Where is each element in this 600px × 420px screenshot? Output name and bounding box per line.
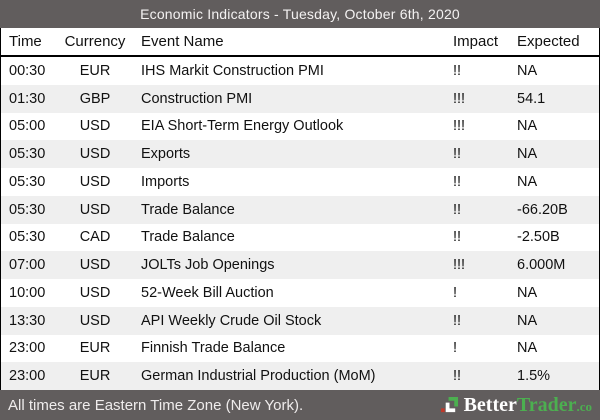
table-row: 00:30 EUR IHS Markit Construction PMI !!… [1,57,599,85]
row-impact: !!! [453,257,466,274]
row-currency: EUR [79,368,111,385]
table-header-row: Time Currency Event Name Impact Expected [1,28,599,57]
column-header-impact: Impact [453,33,499,50]
row-currency: CAD [79,229,111,246]
table-row: 01:30 GBP Construction PMI !!! 54.1 [1,84,599,113]
row-event: German Industrial Production (MoM) [141,368,376,385]
logo-text-trader: Trader [516,394,577,416]
row-event: Imports [141,173,190,190]
row-currency: USD [79,257,111,274]
row-event: Trade Balance [141,229,235,246]
row-time: 23:00 [9,368,46,385]
row-expected: NA [517,62,538,79]
row-currency: USD [79,118,111,135]
row-time: 05:30 [9,146,46,163]
bettertrader-logo[interactable]: Better Trader .co [440,395,592,415]
row-time: 07:00 [9,257,46,274]
table-row: 05:30 USD Trade Balance !! -66.20B [1,195,599,224]
row-currency: USD [79,146,111,163]
row-currency: USD [79,201,111,218]
row-expected: NA [517,173,538,190]
footer-bar: All times are Eastern Time Zone (New Yor… [0,390,600,420]
row-event: API Weekly Crude Oil Stock [141,312,322,329]
row-time: 00:30 [9,62,46,79]
table-row: 10:00 USD 52-Week Bill Auction ! NA [1,279,599,307]
row-time: 10:00 [9,284,46,301]
row-currency: USD [79,312,111,329]
indicators-table: Time Currency Event Name Impact Expected… [0,28,600,390]
row-currency: USD [79,284,111,301]
table-row: 13:30 USD API Weekly Crude Oil Stock !! … [1,306,599,335]
row-currency: GBP [79,90,111,107]
row-impact: ! [453,284,458,301]
timezone-note: All times are Eastern Time Zone (New Yor… [8,396,304,414]
column-header-currency: Currency [64,33,126,50]
page-title: Economic Indicators - Tuesday, October 6… [140,6,460,22]
column-header-expected: Expected [517,33,580,50]
row-expected: NA [517,284,538,301]
table-row: 23:00 EUR German Industrial Production (… [1,362,599,390]
row-expected: 1.5% [517,368,551,385]
row-currency: EUR [79,340,111,357]
row-time: 05:30 [9,173,46,190]
table-row: 07:00 USD JOLTs Job Openings !!! 6.000M [1,251,599,279]
row-impact: !! [453,201,462,218]
row-expected: -2.50B [517,229,560,246]
logo-text-better: Better [463,394,517,416]
row-impact: !! [453,229,462,246]
table-body: 00:30 EUR IHS Markit Construction PMI !!… [1,57,599,390]
row-event: Trade Balance [141,201,235,218]
row-time: 05:00 [9,118,46,135]
row-impact: !!! [453,118,466,135]
row-expected: NA [517,118,538,135]
row-event: Exports [141,146,191,163]
row-time: 05:30 [9,229,46,246]
row-impact: !! [453,368,462,385]
table-row: 23:00 EUR Finnish Trade Balance ! NA [1,334,599,363]
column-header-time: Time [9,33,42,50]
row-event: Construction PMI [141,90,253,107]
row-expected: -66.20B [517,201,568,218]
row-time: 13:30 [9,312,46,329]
row-impact: !! [453,173,462,190]
row-time: 23:00 [9,340,46,357]
row-event: EIA Short-Term Energy Outlook [141,118,344,135]
row-impact: ! [453,340,458,357]
row-time: 01:30 [9,90,46,107]
row-expected: NA [517,340,538,357]
row-event: Finnish Trade Balance [141,340,286,357]
row-expected: NA [517,312,538,329]
bettertrader-logo-icon [440,396,458,412]
table-row: 05:30 CAD Trade Balance !! -2.50B [1,223,599,252]
row-time: 05:30 [9,201,46,218]
row-currency: EUR [79,62,111,79]
column-header-event: Event Name [141,33,224,50]
row-impact: !! [453,62,462,79]
table-row: 05:00 USD EIA Short-Term Energy Outlook … [1,112,599,141]
table-row: 05:30 USD Exports !! NA [1,140,599,168]
row-currency: USD [79,173,111,190]
row-event: JOLTs Job Openings [141,257,275,274]
row-expected: 6.000M [517,257,566,274]
row-impact: !!! [453,90,466,107]
row-event: 52-Week Bill Auction [141,284,274,301]
table-row: 05:30 USD Imports !! NA [1,168,599,196]
row-expected: NA [517,146,538,163]
row-expected: 54.1 [517,90,546,107]
row-event: IHS Markit Construction PMI [141,62,324,79]
logo-text-tld: .co [576,399,592,414]
row-impact: !! [453,146,462,163]
row-impact: !! [453,312,462,329]
title-bar: Economic Indicators - Tuesday, October 6… [0,0,600,28]
